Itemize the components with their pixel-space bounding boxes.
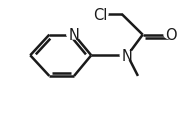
Circle shape — [94, 11, 108, 19]
Text: N: N — [122, 48, 133, 63]
Circle shape — [164, 31, 179, 40]
Circle shape — [120, 52, 135, 60]
Text: N: N — [69, 28, 79, 43]
Text: O: O — [166, 28, 177, 43]
Text: Cl: Cl — [94, 7, 108, 22]
Circle shape — [67, 31, 81, 40]
